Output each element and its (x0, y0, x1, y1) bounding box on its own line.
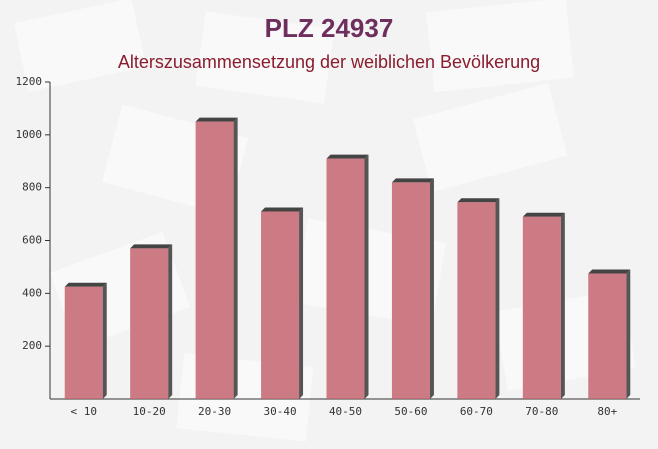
x-tick-label: 40-50 (329, 405, 362, 418)
bar-side (233, 117, 238, 399)
chart-subtitle: Alterszusammensetzung der weiblichen Bev… (118, 52, 540, 72)
bar-top (588, 269, 631, 274)
x-tick-label: 50-60 (394, 405, 427, 418)
bar-top (457, 198, 500, 203)
bar (261, 211, 300, 399)
bar-top (64, 282, 107, 287)
bar-top (261, 207, 304, 212)
bar (130, 248, 169, 399)
bar (588, 273, 627, 399)
bar (522, 216, 561, 399)
bar-top (522, 212, 565, 217)
chart-title: PLZ 24937 (265, 13, 394, 43)
bar-side (495, 198, 500, 399)
x-tick-label: 20-30 (198, 405, 231, 418)
y-tick-label: 600 (22, 234, 42, 247)
y-tick-label: 200 (22, 339, 42, 352)
bar-side (626, 269, 631, 399)
bar (195, 121, 234, 399)
x-tick-label: 70-80 (525, 405, 558, 418)
bar-top (326, 154, 369, 159)
bar-side (102, 282, 107, 399)
bar-side (364, 154, 369, 399)
x-tick-label: < 10 (70, 405, 97, 418)
bar (391, 182, 430, 399)
bar (457, 202, 496, 399)
bar (326, 158, 365, 399)
y-tick-label: 400 (22, 286, 42, 299)
y-tick-label: 1000 (16, 128, 43, 141)
bar-side (299, 207, 304, 399)
bar-top (130, 244, 173, 249)
x-tick-label: 60-70 (460, 405, 493, 418)
bar (64, 286, 103, 399)
bar-side (429, 178, 434, 399)
y-tick-label: 1200 (16, 75, 43, 88)
x-tick-label: 30-40 (263, 405, 296, 418)
y-tick-label: 800 (22, 181, 42, 194)
x-tick-label: 80+ (597, 405, 617, 418)
bar-top (195, 117, 238, 122)
bar-side (168, 244, 173, 399)
bar-side (560, 212, 565, 399)
x-tick-label: 10-20 (133, 405, 166, 418)
bar-top (391, 178, 434, 183)
